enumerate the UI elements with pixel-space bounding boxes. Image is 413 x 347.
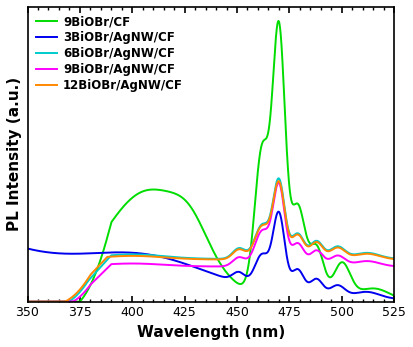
9BiOBr/AgNW/CF: [25, 299, 30, 304]
9BiOBr/CF: [102, 247, 107, 251]
6BiOBr/AgNW/CF: [198, 256, 203, 261]
Line: 9BiOBr/AgNW/CF: 9BiOBr/AgNW/CF: [28, 183, 394, 302]
12BiOBr/AgNW/CF: [102, 258, 107, 262]
9BiOBr/AgNW/CF: [198, 264, 203, 268]
12BiOBr/AgNW/CF: [25, 299, 30, 304]
9BiOBr/AgNW/CF: [392, 264, 396, 268]
3BiOBr/AgNW/CF: [198, 267, 203, 271]
Line: 3BiOBr/AgNW/CF: 3BiOBr/AgNW/CF: [28, 212, 394, 298]
3BiOBr/AgNW/CF: [158, 255, 163, 259]
3BiOBr/AgNW/CF: [242, 273, 247, 277]
Y-axis label: PL Intensity (a.u.): PL Intensity (a.u.): [7, 77, 22, 231]
9BiOBr/AgNW/CF: [276, 181, 281, 185]
3BiOBr/AgNW/CF: [102, 251, 107, 255]
6BiOBr/AgNW/CF: [242, 248, 247, 252]
3BiOBr/AgNW/CF: [25, 246, 30, 251]
Line: 12BiOBr/AgNW/CF: 12BiOBr/AgNW/CF: [28, 181, 394, 302]
6BiOBr/AgNW/CF: [158, 254, 163, 258]
9BiOBr/CF: [392, 294, 396, 298]
6BiOBr/AgNW/CF: [392, 256, 396, 261]
9BiOBr/AgNW/CF: [158, 262, 163, 266]
Line: 6BiOBr/AgNW/CF: 6BiOBr/AgNW/CF: [28, 178, 394, 302]
6BiOBr/AgNW/CF: [25, 299, 30, 304]
6BiOBr/AgNW/CF: [258, 223, 263, 228]
9BiOBr/AgNW/CF: [258, 230, 263, 234]
12BiOBr/AgNW/CF: [276, 179, 281, 183]
3BiOBr/AgNW/CF: [392, 296, 396, 301]
3BiOBr/AgNW/CF: [276, 210, 281, 214]
Line: 9BiOBr/CF: 9BiOBr/CF: [28, 21, 394, 302]
9BiOBr/AgNW/CF: [363, 259, 368, 263]
3BiOBr/AgNW/CF: [258, 253, 263, 257]
9BiOBr/CF: [25, 299, 30, 304]
X-axis label: Wavelength (nm): Wavelength (nm): [137, 325, 285, 340]
9BiOBr/CF: [198, 222, 203, 226]
9BiOBr/CF: [258, 149, 263, 153]
12BiOBr/AgNW/CF: [258, 225, 263, 229]
6BiOBr/AgNW/CF: [276, 176, 281, 180]
9BiOBr/CF: [363, 287, 368, 291]
9BiOBr/AgNW/CF: [102, 269, 107, 273]
9BiOBr/CF: [276, 19, 281, 23]
6BiOBr/AgNW/CF: [363, 251, 368, 255]
12BiOBr/AgNW/CF: [198, 257, 203, 261]
12BiOBr/AgNW/CF: [242, 249, 247, 253]
9BiOBr/CF: [242, 277, 247, 281]
12BiOBr/AgNW/CF: [392, 257, 396, 261]
12BiOBr/AgNW/CF: [363, 252, 368, 256]
9BiOBr/CF: [158, 188, 163, 192]
9BiOBr/AgNW/CF: [242, 256, 247, 261]
3BiOBr/AgNW/CF: [363, 290, 368, 294]
6BiOBr/AgNW/CF: [102, 261, 107, 265]
Legend: 9BiOBr/CF, 3BiOBr/AgNW/CF, 6BiOBr/AgNW/CF, 9BiOBr/AgNW/CF, 12BiOBr/AgNW/CF: 9BiOBr/CF, 3BiOBr/AgNW/CF, 6BiOBr/AgNW/C…: [33, 13, 185, 94]
12BiOBr/AgNW/CF: [158, 255, 163, 259]
